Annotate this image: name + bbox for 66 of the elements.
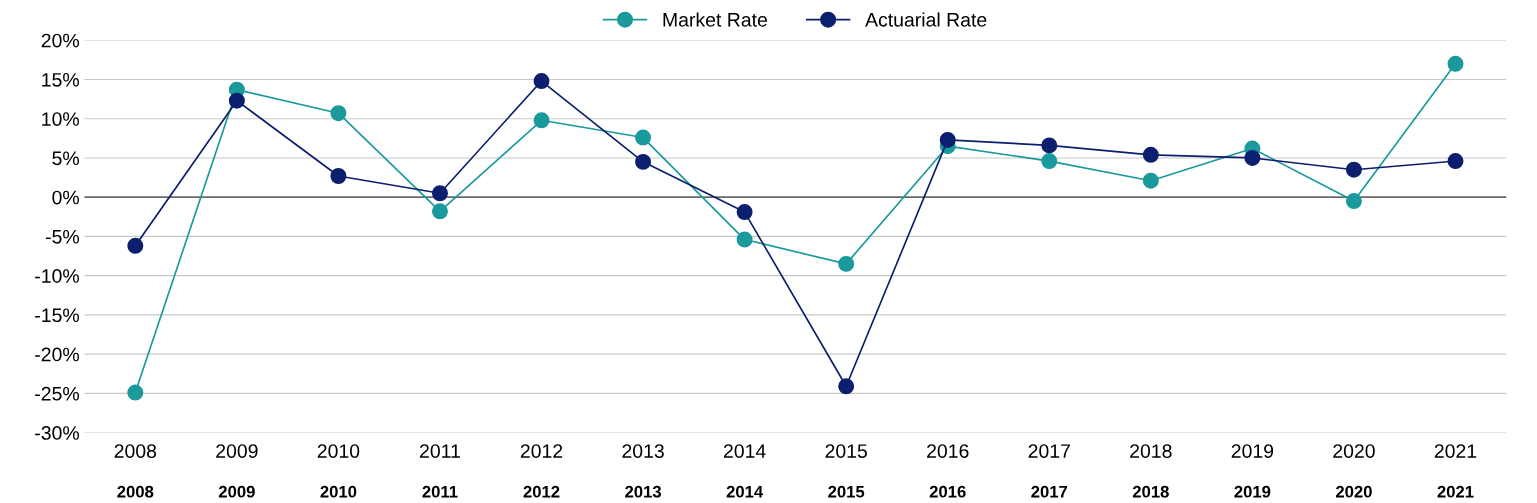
- point: [635, 129, 652, 146]
- y-tick-label: -15%: [35, 308, 79, 323]
- point: [431, 203, 448, 220]
- text: 2015: [828, 485, 865, 498]
- point: [533, 112, 550, 129]
- y-tick-label: -30%: [35, 426, 79, 440]
- point: [127, 237, 144, 254]
- text: 2011: [422, 485, 458, 498]
- x-tick-label: 2012: [520, 444, 563, 458]
- x-tick-label: 2015: [825, 444, 867, 458]
- point: [127, 384, 144, 401]
- y-tick-label: 0%: [52, 190, 79, 205]
- x-tick-label: 2018: [1130, 444, 1172, 458]
- text: 2021: [1437, 485, 1474, 498]
- point: [838, 378, 855, 395]
- point: [533, 73, 550, 90]
- x-tick-label: 2010: [317, 444, 360, 458]
- point: [1041, 153, 1058, 170]
- y-tick-label: 15%: [42, 73, 79, 87]
- legend-label: Market Rate: [663, 12, 767, 27]
- text: 2012: [523, 485, 560, 498]
- point: [431, 185, 448, 202]
- point: [330, 105, 347, 122]
- point: [228, 92, 245, 109]
- point: [330, 168, 347, 184]
- text: 2009: [218, 485, 255, 498]
- legend-label: Actuarial Rate: [865, 12, 987, 27]
- y-tick-label: 10%: [42, 112, 79, 126]
- point: [1244, 149, 1261, 166]
- x-tick-label: 2020: [1333, 444, 1375, 458]
- text: 2016: [929, 485, 966, 498]
- x-tick-label: 2011: [420, 444, 460, 458]
- point: [1345, 193, 1362, 210]
- text: 2019: [1234, 485, 1271, 498]
- x-tick-label: 2017: [1028, 444, 1070, 458]
- point: [1041, 137, 1058, 154]
- point: [1142, 172, 1159, 189]
- point: [838, 255, 855, 272]
- text: 2017: [1031, 485, 1068, 498]
- y-tick-label: 5%: [52, 151, 79, 166]
- x-tick-label: 2016: [927, 444, 969, 458]
- text: 2014: [726, 485, 764, 498]
- point: [635, 153, 652, 170]
- point: [736, 231, 753, 248]
- text: 2020: [1335, 485, 1372, 498]
- y-tick-label: -25%: [35, 386, 79, 401]
- point: [939, 131, 956, 148]
- text: 2010: [320, 485, 357, 498]
- y-tick-label: -10%: [35, 269, 79, 283]
- text: 2018: [1132, 485, 1169, 498]
- point: [736, 204, 753, 221]
- text: 2013: [625, 485, 662, 498]
- x-tick-label: 2009: [216, 444, 258, 458]
- x-tick-label: 2021: [1434, 444, 1477, 458]
- point: [1447, 55, 1464, 72]
- point: [1447, 153, 1464, 170]
- x-tick-label: 2008: [114, 444, 157, 458]
- x-tick-label: 2013: [622, 444, 664, 458]
- point: [1142, 146, 1159, 163]
- text: 2008: [117, 485, 154, 498]
- y-tick-label: -5%: [45, 229, 79, 244]
- x-tick-label: 2014: [723, 444, 766, 458]
- y-tick-label: 20%: [41, 33, 79, 48]
- y-tick-label: -20%: [35, 347, 79, 362]
- x-tick-label: 2019: [1231, 444, 1274, 458]
- point: [1345, 161, 1362, 178]
